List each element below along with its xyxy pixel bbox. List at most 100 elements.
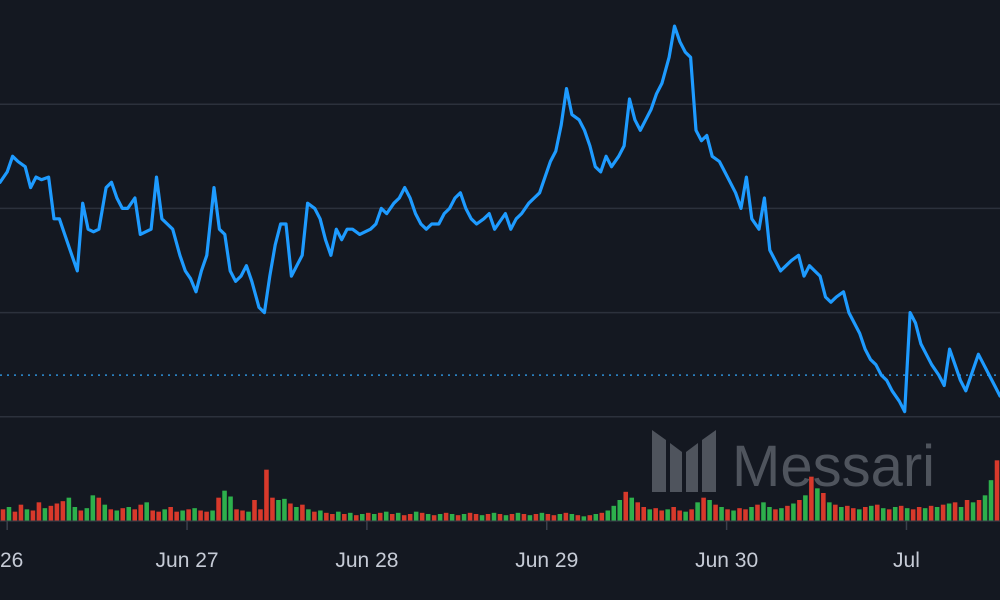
volume-bar xyxy=(365,512,371,521)
price-series xyxy=(0,24,1000,414)
volume-bar xyxy=(60,501,66,521)
volume-bar xyxy=(665,509,670,521)
volume-bar xyxy=(809,476,814,521)
volume-bar xyxy=(833,504,838,521)
volume-bar xyxy=(767,507,772,521)
volume-bar xyxy=(192,508,197,521)
volume-bar xyxy=(461,514,467,521)
volume-bar xyxy=(994,460,1000,521)
volume-bar xyxy=(635,502,640,521)
volume-bar xyxy=(168,507,173,521)
volume-bar xyxy=(964,500,970,521)
volume-bar xyxy=(246,511,251,521)
volume-bar xyxy=(904,508,910,521)
volume-bar xyxy=(653,508,658,521)
volume-bar xyxy=(952,502,958,521)
volume-bar xyxy=(294,507,299,521)
volume-bar xyxy=(48,505,54,521)
volume-bar xyxy=(162,509,167,521)
volume-bar xyxy=(761,502,766,521)
volume-bar xyxy=(114,510,120,521)
volume-bar xyxy=(30,510,36,521)
volume-bar xyxy=(389,514,395,521)
volume-bar xyxy=(437,514,443,521)
volume-bar xyxy=(749,507,754,521)
volume-bar xyxy=(545,514,551,521)
volume-bar xyxy=(258,509,263,521)
volume-bar xyxy=(892,507,898,521)
volume-bar xyxy=(988,480,994,521)
x-tick-label: Jun 27 xyxy=(156,549,219,572)
volume-bar xyxy=(755,504,760,521)
volume-bar xyxy=(306,509,311,521)
volume-bar xyxy=(593,514,599,521)
volume-bar xyxy=(312,511,317,521)
volume-bar xyxy=(575,515,581,521)
volume-bar xyxy=(731,510,736,521)
volume-bar xyxy=(803,495,808,521)
volume-bar xyxy=(851,508,856,521)
volume-bar xyxy=(581,516,587,521)
volume-bar xyxy=(587,515,593,521)
messari-watermark: Messari xyxy=(652,430,935,499)
volume-bar xyxy=(922,508,928,521)
volume-bar xyxy=(725,509,730,521)
volume-bar xyxy=(90,495,96,521)
volume-bar xyxy=(467,512,473,521)
volume-bar xyxy=(150,510,155,521)
volume-bar xyxy=(845,505,850,521)
volume-bar xyxy=(84,508,90,521)
volume-bar xyxy=(120,508,126,521)
volume-bar xyxy=(288,503,293,521)
volume-bar xyxy=(857,509,862,521)
volume-bar xyxy=(623,491,629,521)
volume-bar xyxy=(377,512,383,521)
volume-bar xyxy=(371,514,377,521)
volume-bar xyxy=(629,497,635,521)
grid xyxy=(0,103,1000,418)
volume-bar xyxy=(551,515,557,521)
volume-bar xyxy=(0,509,6,521)
volume-bar xyxy=(449,514,455,521)
volume-bar xyxy=(431,515,437,521)
volume-bar xyxy=(36,502,42,521)
volume-bar xyxy=(276,500,281,521)
volume-bar xyxy=(413,511,419,521)
volume-bar xyxy=(599,512,605,521)
volume-bar xyxy=(407,514,413,521)
volume-bar xyxy=(737,508,742,521)
volume-bar xyxy=(946,503,952,521)
volume-bar xyxy=(719,507,724,521)
volume-bar xyxy=(234,509,239,521)
volume-bar xyxy=(569,514,575,521)
volume-bar xyxy=(342,514,347,521)
volume-bar xyxy=(174,511,179,521)
volume-bar xyxy=(216,497,221,521)
volume-bar xyxy=(479,515,485,521)
volume-bar xyxy=(695,502,700,521)
volume-bar xyxy=(54,503,60,521)
volume-bar xyxy=(6,507,12,521)
volume-bar xyxy=(330,514,335,521)
volume-bar xyxy=(617,500,623,521)
volume-bar xyxy=(647,509,652,521)
x-axis: 26 Jun 27 Jun 28 Jun 29 Jun 30 Jul xyxy=(0,521,920,572)
volume-bar xyxy=(605,510,611,521)
volume-bar xyxy=(336,511,341,521)
volume-bar xyxy=(689,509,694,521)
volume-bar xyxy=(928,505,934,521)
volume-bar xyxy=(791,503,796,521)
volume-bar xyxy=(958,507,964,521)
volume-bar xyxy=(515,512,521,521)
volume-bar xyxy=(24,509,30,521)
volume-bar xyxy=(300,504,305,521)
volume-bar xyxy=(821,493,826,521)
volume-bar xyxy=(868,505,874,521)
volume-bar xyxy=(473,514,479,521)
volume-bar xyxy=(264,469,269,521)
volume-bar xyxy=(222,490,227,521)
volume-bar xyxy=(126,507,132,521)
volume-bar xyxy=(839,507,844,521)
volume-bar xyxy=(827,502,832,521)
